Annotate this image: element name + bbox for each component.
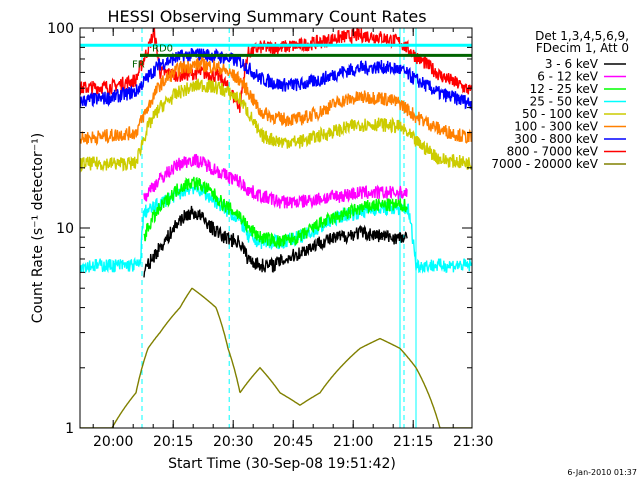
y-tick-label-2: 100 [47, 21, 74, 37]
series-line-2 [143, 176, 408, 249]
x-tick-label-4: 21:00 [333, 434, 373, 450]
plot-area [80, 28, 472, 428]
x-tick-label-5: 21:15 [393, 434, 433, 450]
x-tick-label-6: 21:30 [453, 434, 493, 450]
y-tick-label-1: 10 [56, 221, 74, 237]
x-axis-ticks: 20:00 20:15 20:30 20:45 21:00 21:15 21:30 [92, 28, 493, 450]
x-tick-label-0: 20:00 [93, 434, 133, 450]
footer-timestamp: 6-Jan-2010 01:37 [567, 468, 637, 477]
x-tick-label-3: 20:45 [273, 434, 313, 450]
legend-label-1: 6 - 12 keV [537, 70, 599, 84]
series-line-6 [80, 47, 472, 111]
x-axis-label: Start Time (30-Sep-08 19:51:42) [168, 456, 396, 472]
legend-label-6: 300 - 800 keV [514, 132, 598, 146]
x-tick-label-2: 20:30 [213, 434, 253, 450]
legend-label-7: 800 - 7000 keV [507, 145, 599, 159]
legend: Det 1,3,4,5,6,9, FDecim 1, Att 0 3 - 6 k… [491, 29, 629, 171]
legend-header-line-2: FDecim 1, Att 0 [536, 41, 629, 55]
y-axis-label: Count Rate (s⁻¹ detector⁻¹) [30, 133, 46, 323]
series-line-8 [80, 287, 472, 428]
legend-label-0: 3 - 6 keV [545, 57, 599, 71]
x-tick-label-1: 20:15 [153, 434, 193, 450]
legend-label-8: 7000 - 20000 keV [491, 157, 598, 171]
series-line-5 [80, 55, 472, 146]
series-line-0 [143, 205, 408, 278]
chart-title: HESSI Observing Summary Count Rates [107, 7, 426, 26]
legend-header-line-1: Det 1,3,4,5,6,9, [535, 29, 629, 43]
legend-label-3: 25 - 50 keV [530, 95, 599, 109]
y-axis-ticks: 1 10 100 [47, 21, 472, 437]
series-line-1 [143, 153, 408, 210]
annotation-label-1: FR [132, 59, 145, 70]
annotation-label-0: RD0 [152, 43, 173, 54]
series-line-4 [80, 78, 472, 173]
legend-label-2: 12 - 25 keV [530, 82, 599, 96]
y-tick-label-0: 1 [65, 421, 74, 437]
legend-label-5: 100 - 300 keV [514, 120, 598, 134]
legend-label-4: 50 - 100 keV [522, 107, 599, 121]
